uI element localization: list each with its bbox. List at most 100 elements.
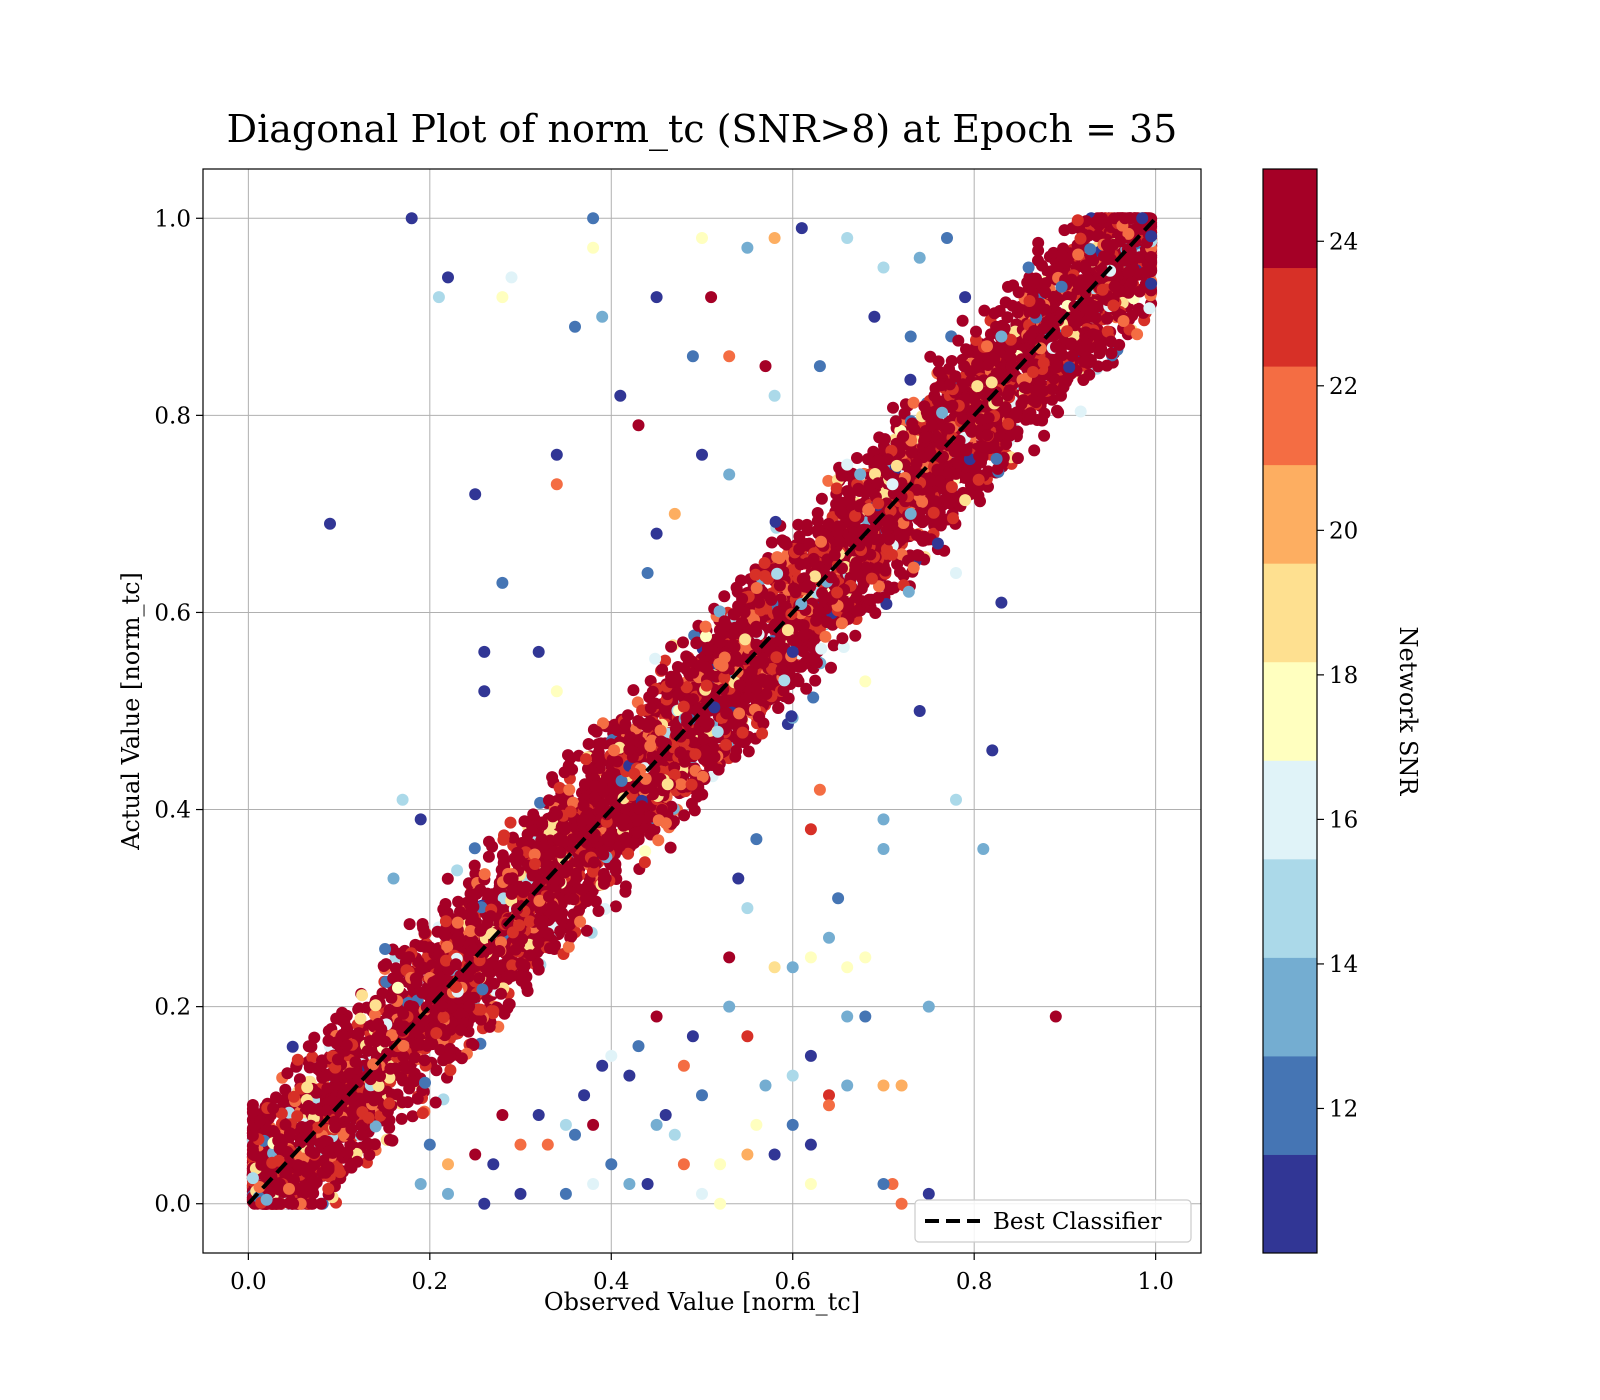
band-point bbox=[558, 766, 571, 779]
band-point bbox=[887, 401, 899, 414]
band-point bbox=[515, 837, 528, 849]
band-point bbox=[597, 717, 609, 730]
band-point bbox=[507, 831, 519, 844]
band-point bbox=[376, 987, 389, 1000]
band-point bbox=[386, 1134, 399, 1147]
band-point bbox=[638, 856, 651, 869]
band-point bbox=[310, 1086, 323, 1099]
band-point bbox=[639, 845, 652, 858]
band-point bbox=[1012, 286, 1025, 299]
band-point bbox=[1038, 429, 1051, 442]
grid bbox=[203, 169, 1201, 1253]
band-point bbox=[796, 645, 809, 658]
band-point bbox=[956, 314, 969, 327]
band-point bbox=[873, 580, 885, 593]
band-point bbox=[506, 885, 519, 898]
band-point bbox=[412, 956, 425, 968]
band-point bbox=[960, 343, 972, 356]
diagonal-band-points bbox=[246, 212, 1158, 1210]
band-point bbox=[582, 738, 595, 750]
band-point bbox=[830, 482, 843, 495]
band-point bbox=[880, 598, 893, 610]
band-point bbox=[730, 744, 743, 757]
band-point bbox=[590, 725, 603, 738]
band-point bbox=[275, 1107, 288, 1120]
band-point bbox=[773, 552, 786, 565]
band-point bbox=[849, 629, 862, 642]
band-point bbox=[466, 901, 479, 914]
band-point bbox=[406, 1110, 419, 1123]
band-point bbox=[281, 1067, 294, 1080]
band-point bbox=[352, 1003, 365, 1016]
band-point bbox=[501, 1002, 514, 1015]
band-point bbox=[609, 900, 622, 913]
band-point bbox=[1100, 359, 1113, 372]
chart-title: Diagonal Plot of norm_tc (SNR>8) at Epoc… bbox=[227, 107, 1178, 152]
band-point bbox=[430, 1064, 443, 1077]
band-point bbox=[1028, 444, 1041, 457]
band-point bbox=[929, 495, 942, 508]
band-point bbox=[350, 1028, 363, 1041]
band-point bbox=[1065, 337, 1078, 350]
band-point bbox=[970, 334, 982, 346]
band-point bbox=[483, 1020, 496, 1033]
band-point bbox=[532, 963, 545, 976]
band-point bbox=[644, 702, 657, 714]
band-point bbox=[1046, 393, 1059, 406]
band-point bbox=[506, 959, 519, 972]
band-point bbox=[1036, 259, 1048, 272]
band-point bbox=[1101, 325, 1114, 338]
band-point bbox=[306, 1051, 319, 1064]
band-point bbox=[594, 737, 607, 750]
band-point bbox=[769, 515, 782, 528]
band-point bbox=[1143, 302, 1156, 315]
band-point bbox=[780, 538, 793, 551]
band-point bbox=[403, 1082, 416, 1095]
band-point bbox=[355, 1128, 368, 1141]
band-point bbox=[836, 632, 849, 645]
band-point bbox=[1074, 405, 1087, 418]
band-point bbox=[487, 1005, 500, 1018]
band-point bbox=[884, 583, 897, 596]
band-point bbox=[735, 617, 748, 630]
band-point bbox=[932, 355, 945, 368]
band-point bbox=[827, 639, 840, 652]
band-point bbox=[291, 1053, 304, 1066]
band-point bbox=[580, 924, 593, 937]
band-point bbox=[765, 536, 778, 549]
band-point bbox=[793, 530, 806, 543]
band-point bbox=[543, 794, 555, 807]
band-point bbox=[439, 915, 452, 928]
band-point bbox=[785, 710, 798, 723]
band-point bbox=[279, 1083, 292, 1096]
band-point bbox=[889, 415, 902, 428]
band-point bbox=[354, 1012, 367, 1025]
band-point bbox=[496, 849, 509, 862]
band-point bbox=[792, 518, 805, 531]
band-point bbox=[851, 452, 863, 464]
band-point bbox=[504, 816, 517, 829]
band-point bbox=[1055, 389, 1067, 402]
band-point bbox=[392, 981, 404, 994]
band-point bbox=[468, 842, 481, 855]
band-point bbox=[904, 373, 917, 386]
band-point bbox=[416, 1107, 429, 1120]
band-point bbox=[665, 800, 678, 813]
band-point bbox=[553, 781, 566, 794]
band-point bbox=[962, 472, 975, 485]
band-point bbox=[308, 1031, 321, 1044]
band-point bbox=[1032, 244, 1045, 257]
band-point bbox=[286, 1040, 299, 1053]
band-point bbox=[720, 738, 732, 751]
band-point bbox=[656, 663, 669, 676]
band-point bbox=[678, 809, 691, 822]
band-point bbox=[718, 590, 731, 603]
band-point bbox=[801, 524, 814, 537]
band-point bbox=[809, 674, 822, 687]
band-point bbox=[691, 636, 704, 649]
band-point bbox=[368, 1138, 381, 1151]
band-point bbox=[403, 918, 416, 931]
band-point bbox=[334, 1166, 346, 1179]
band-point bbox=[246, 1106, 259, 1119]
